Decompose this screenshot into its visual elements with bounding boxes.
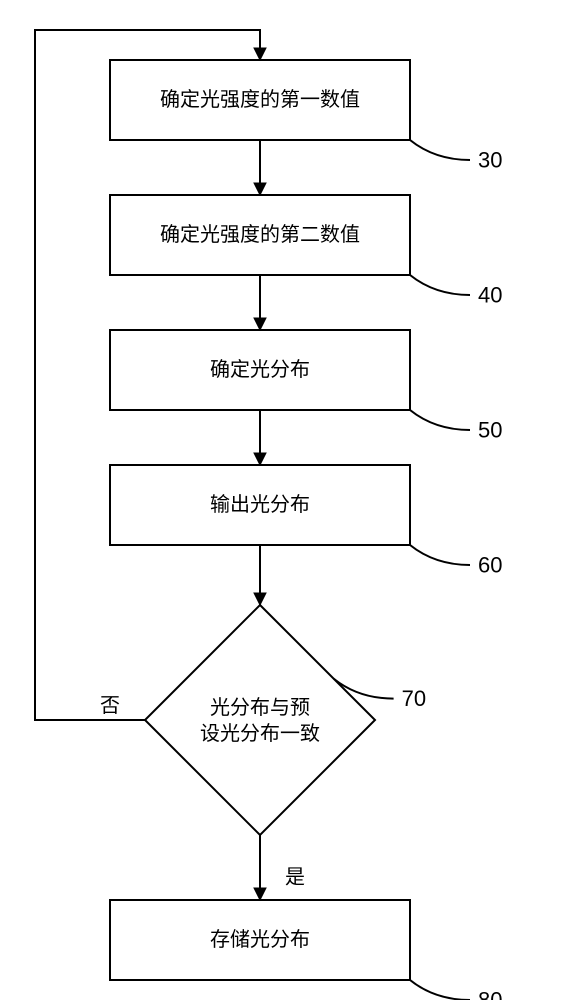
ref-leader-n60 [410,545,470,565]
ref-number-n50: 50 [478,418,502,443]
flow-decision-label1-n70: 光分布与预 [210,696,310,719]
flow-decision-label2-n70: 设光分布一致 [200,722,320,745]
ref-leader-n40 [410,275,470,295]
ref-leader-n30 [410,140,470,160]
edge-60-70-head [254,593,266,605]
edge-70-80-head [254,888,266,900]
edge-30-40-head [254,183,266,195]
edge-40-50-head [254,318,266,330]
flow-box-label-n60: 输出光分布 [210,493,310,516]
ref-number-n80: 80 [478,988,502,1000]
flowchart-diagram: 确定光强度的第一数值确定光强度的第二数值确定光分布输出光分布光分布与预设光分布一… [0,0,588,1000]
edge-70-30-loop-head [254,48,266,60]
flow-box-label-n40: 确定光强度的第二数值 [160,223,360,246]
flow-box-label-n50: 确定光分布 [210,358,310,381]
edge-label-yes: 是 [285,867,305,889]
ref-leader-n50 [410,410,470,430]
ref-number-n30: 30 [478,148,502,173]
flow-decision-n70 [145,605,375,835]
flow-box-label-n80: 存储光分布 [210,928,310,951]
ref-leader-n80 [410,980,470,1000]
flow-box-label-n30: 确定光强度的第一数值 [160,88,360,111]
edge-50-60-head [254,453,266,465]
edge-label-no: 否 [100,695,120,717]
ref-number-n70: 70 [402,686,426,711]
ref-number-n60: 60 [478,553,502,578]
ref-number-n40: 40 [478,283,502,308]
